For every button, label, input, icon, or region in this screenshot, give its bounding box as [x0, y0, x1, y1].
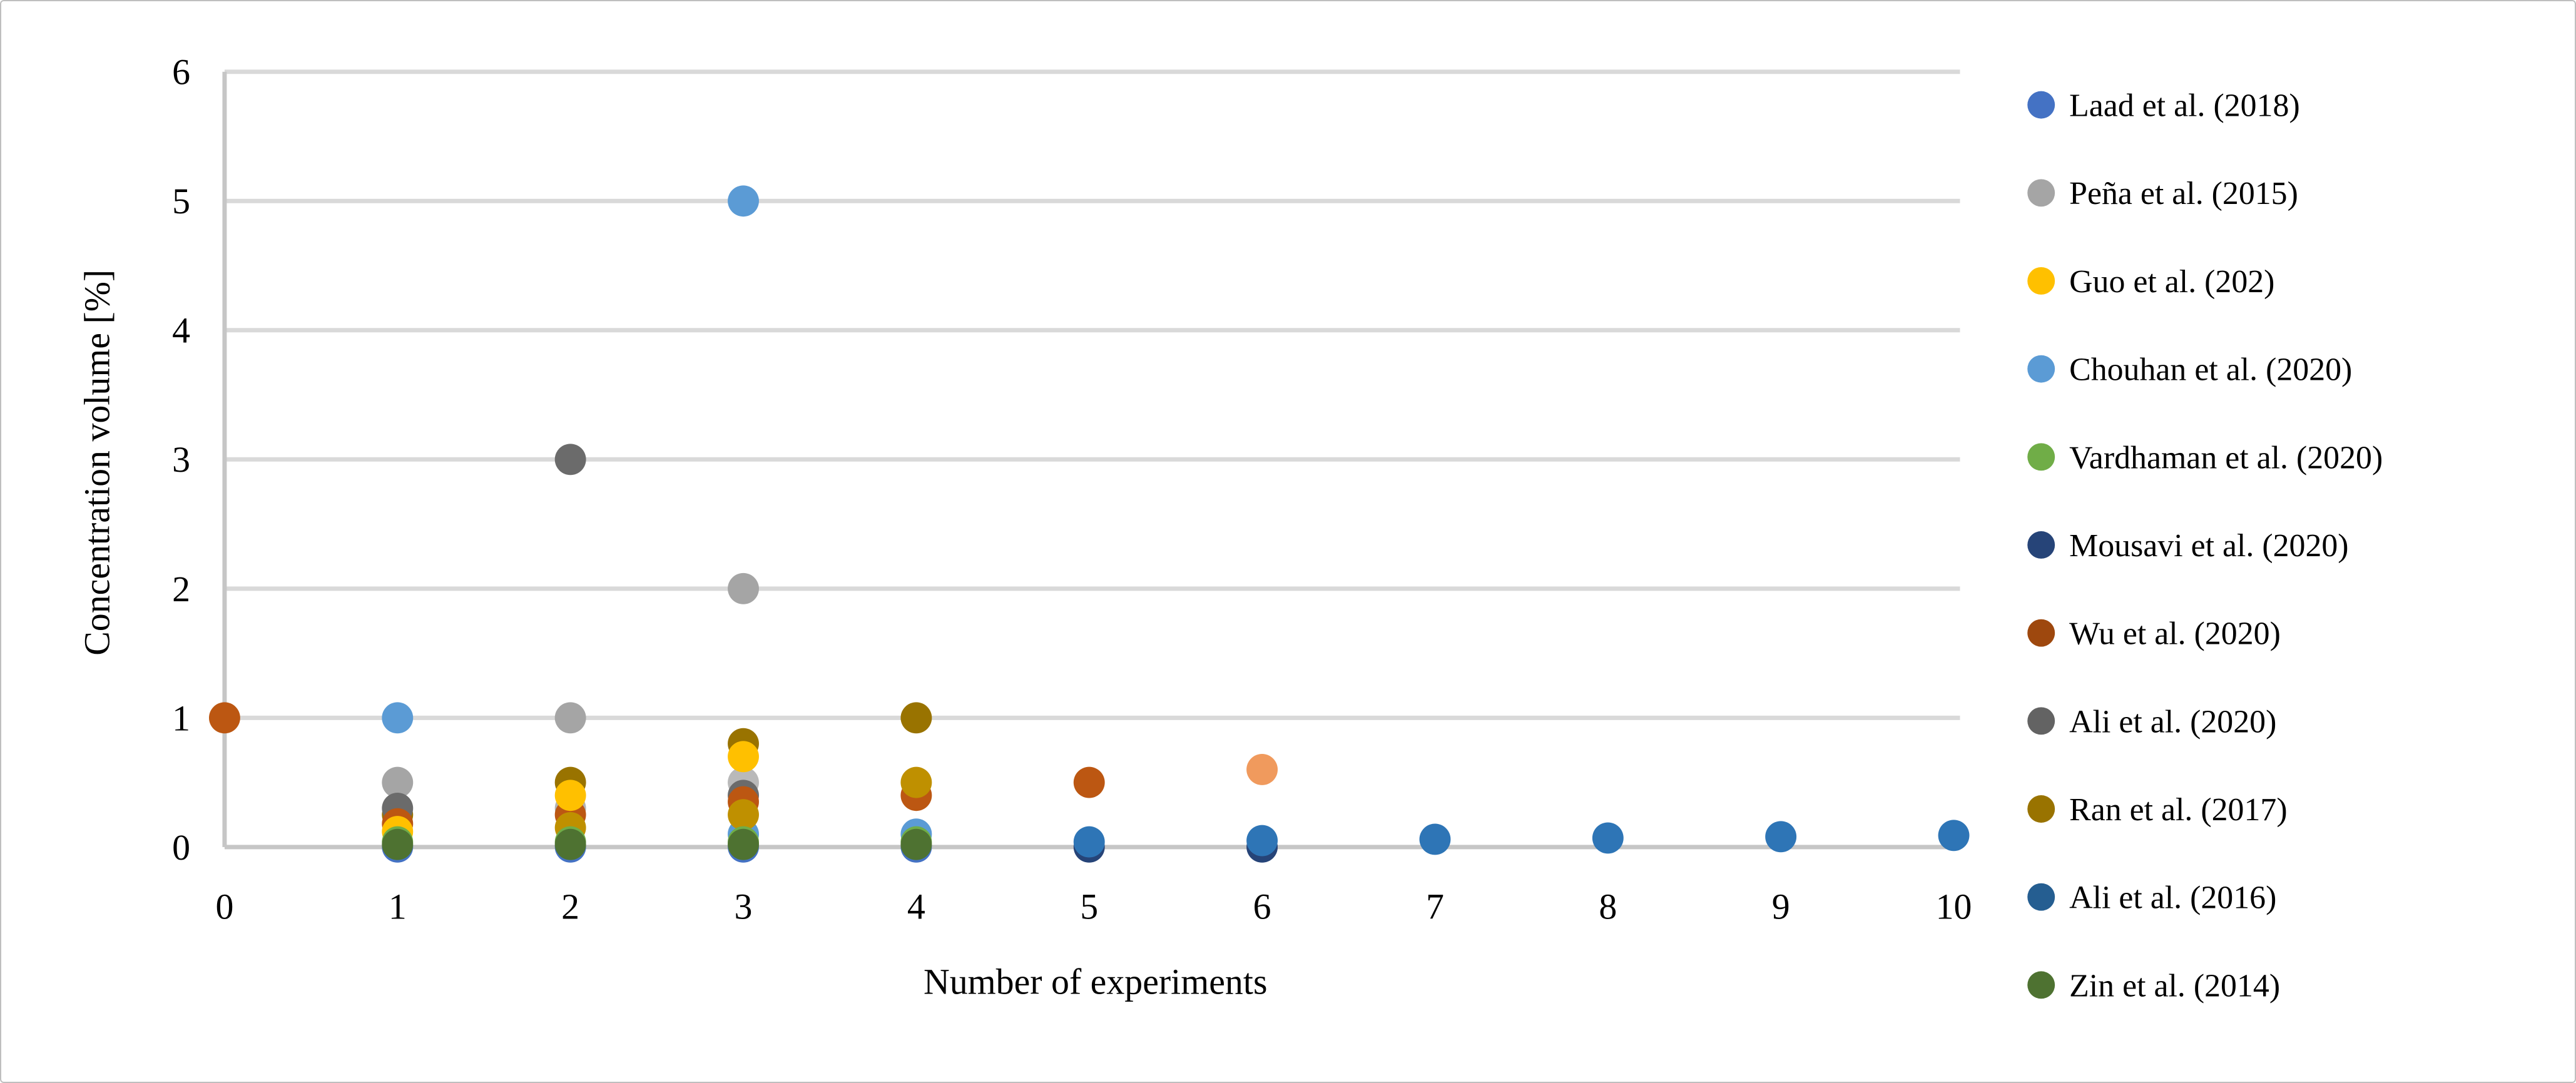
data-point — [554, 702, 586, 734]
y-tick-label: 4 — [172, 310, 190, 351]
x-tick-label: 10 — [1936, 887, 1972, 927]
data-point — [728, 828, 759, 860]
legend-marker — [2027, 91, 2055, 119]
x-tick-label: 1 — [389, 887, 407, 927]
y-tick-label: 5 — [172, 181, 190, 221]
data-point — [1938, 820, 1970, 852]
data-point — [728, 185, 759, 217]
y-tick-label: 1 — [172, 698, 190, 738]
legend-label: Peña et al. (2015) — [2069, 176, 2298, 211]
legend-label: Vardhaman et al. (2020) — [2069, 440, 2383, 475]
x-tick-label: 6 — [1253, 887, 1271, 927]
x-tick-label: 7 — [1426, 887, 1444, 927]
legend-label: Laad et al. (2018) — [2069, 88, 2300, 124]
legend-label: Chouhan et al. (2020) — [2069, 352, 2352, 388]
data-point — [1419, 823, 1451, 855]
data-point — [900, 766, 932, 798]
legend-label: Ali et al. (2016) — [2069, 880, 2276, 916]
y-tick-label: 3 — [172, 439, 190, 480]
legend-marker — [2027, 619, 2055, 647]
legend-marker — [2027, 971, 2055, 999]
x-tick-label: 3 — [735, 887, 753, 927]
y-tick-label: 6 — [172, 52, 190, 93]
data-point — [1073, 766, 1105, 798]
y-tick-label: 2 — [172, 569, 190, 609]
x-axis-title: Number of experiments — [924, 961, 1268, 1002]
legend-marker — [2027, 531, 2055, 559]
data-point — [554, 444, 586, 475]
legend-marker — [2027, 443, 2055, 471]
data-point — [554, 828, 586, 860]
data-point — [728, 799, 759, 831]
x-tick-label: 2 — [561, 887, 579, 927]
data-point — [382, 828, 414, 860]
data-point — [900, 702, 932, 734]
data-point — [728, 572, 759, 604]
data-point — [1246, 825, 1278, 857]
data-point — [554, 780, 586, 811]
legend-marker — [2027, 883, 2055, 911]
legend-label: Guo et al. (202) — [2069, 264, 2274, 300]
data-point — [382, 766, 414, 798]
x-tick-label: 0 — [215, 887, 233, 927]
data-point — [728, 741, 759, 773]
x-tick-label: 4 — [907, 887, 925, 927]
legend-marker — [2027, 179, 2055, 207]
data-point — [208, 702, 240, 734]
y-tick-label: 0 — [172, 827, 190, 868]
y-axis-title: Concentration volume [%] — [76, 270, 117, 656]
data-point — [900, 828, 932, 860]
x-tick-label: 5 — [1080, 887, 1098, 927]
legend-marker — [2027, 267, 2055, 295]
legend-label: Mousavi et al. (2020) — [2069, 528, 2348, 564]
legend-marker — [2027, 355, 2055, 383]
data-point — [382, 702, 414, 734]
legend-marker — [2027, 707, 2055, 735]
x-tick-label: 9 — [1772, 887, 1790, 927]
legend-label: Zin et al. (2014) — [2069, 968, 2280, 1004]
data-point — [1073, 826, 1105, 858]
x-tick-label: 8 — [1599, 887, 1617, 927]
data-point — [1765, 821, 1797, 853]
legend-label: Ali et al. (2020) — [2069, 704, 2276, 740]
legend-label: Ran et al. (2017) — [2069, 792, 2288, 828]
data-point — [1592, 822, 1624, 854]
data-point — [1246, 754, 1278, 785]
legend-label: Wu et al. (2020) — [2069, 616, 2281, 652]
legend-marker — [2027, 795, 2055, 823]
